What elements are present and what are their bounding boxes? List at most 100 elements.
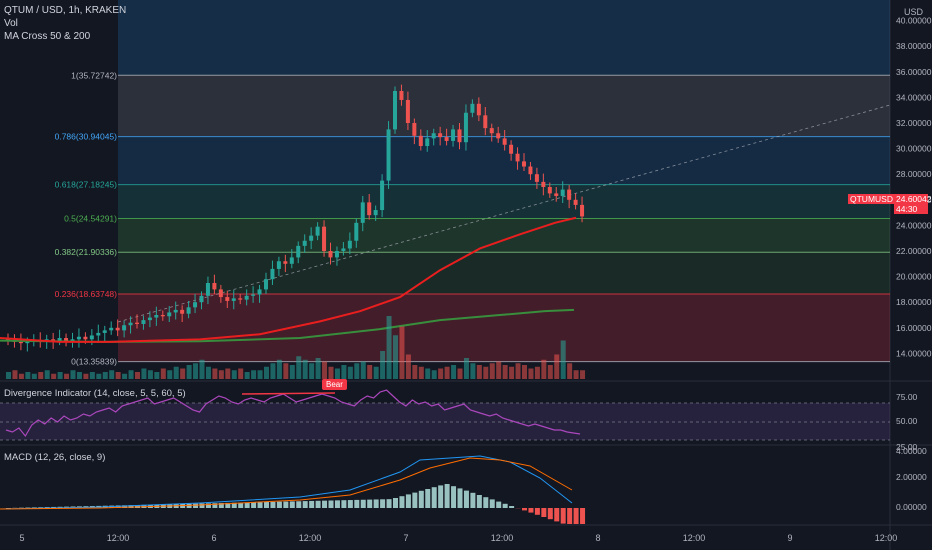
candle xyxy=(96,332,101,336)
last-price-value: 24.60042 xyxy=(896,194,932,204)
candle xyxy=(322,226,327,251)
last-price-tag[interactable]: QTUMUSD 24.60042 44:30 xyxy=(848,194,932,214)
ma50-line xyxy=(0,216,577,343)
volume-bar xyxy=(154,372,160,379)
candle xyxy=(199,295,204,303)
fib-zone xyxy=(118,0,890,76)
candle xyxy=(522,161,526,167)
candle xyxy=(528,166,533,175)
macd-histogram-bar xyxy=(270,501,276,508)
candle xyxy=(270,268,275,280)
macd-histogram-bar xyxy=(425,489,431,508)
bear-divergence-line xyxy=(241,392,336,395)
candle xyxy=(315,226,320,236)
volume-bar xyxy=(457,368,463,379)
volume-bar xyxy=(96,373,102,379)
symbol-title[interactable]: QTUM / USD, 1h, KRAKEN xyxy=(4,5,127,16)
candle xyxy=(51,339,56,341)
macd-histogram-bar xyxy=(334,500,340,508)
macd-histogram-bar xyxy=(399,496,405,508)
candle xyxy=(109,327,114,331)
fib-level-label: 0.382(21.90336) xyxy=(55,247,118,257)
volume-bar xyxy=(44,370,50,379)
time-axis-label: 6 xyxy=(211,533,216,543)
candle xyxy=(386,129,391,181)
candle xyxy=(238,298,243,300)
candle xyxy=(167,312,172,317)
candle xyxy=(83,336,88,340)
candle xyxy=(276,261,281,269)
candle xyxy=(554,193,559,196)
macd-histogram-bar xyxy=(380,499,386,508)
candle xyxy=(141,320,146,324)
candle xyxy=(89,335,94,340)
macd-histogram-bar xyxy=(580,508,586,524)
rsi-tick-label: 75.00 xyxy=(896,392,918,402)
volume-bar xyxy=(193,363,199,379)
price-tick-label: 30.00000 xyxy=(896,144,932,154)
candle xyxy=(438,133,443,138)
macd-tick-label: 0.00000 xyxy=(896,502,927,512)
macd-histogram-bar xyxy=(431,487,437,508)
volume-bar xyxy=(122,373,128,379)
fib-level-label: 1(35.72742) xyxy=(71,70,117,80)
time-axis-label: 12:00 xyxy=(107,533,130,543)
price-tick-label: 22.00000 xyxy=(896,246,932,256)
price-tick-label: 24.00000 xyxy=(896,220,932,230)
volume-bar xyxy=(89,372,95,379)
ma-cross-legend[interactable]: MA Cross 50 & 200 xyxy=(4,31,91,42)
macd-histogram-bar xyxy=(31,507,37,508)
volume-bar xyxy=(509,366,515,379)
macd-histogram-bar xyxy=(199,503,205,508)
price-tick-label: 32.00000 xyxy=(896,118,932,128)
candle xyxy=(405,99,410,123)
macd-histogram-bar xyxy=(225,502,231,508)
macd-histogram-bar xyxy=(322,500,328,508)
volume-bar xyxy=(102,372,108,379)
divergence-legend[interactable]: Divergence Indicator (14, close, 5, 5, 6… xyxy=(4,388,186,399)
volume-bar xyxy=(354,363,360,379)
trendline xyxy=(117,104,891,323)
volume-bar xyxy=(418,366,424,379)
macd-histogram-bar xyxy=(328,500,334,508)
candle xyxy=(457,129,462,143)
candle xyxy=(567,189,572,200)
fib-zone xyxy=(118,75,890,137)
candle xyxy=(360,202,365,223)
volume-bar xyxy=(231,370,237,379)
last-price-symbol: QTUMUSD xyxy=(848,194,895,204)
volume-legend[interactable]: Vol xyxy=(4,18,18,29)
volume-bar xyxy=(534,366,540,379)
macd-legend[interactable]: MACD (12, 26, close, 9) xyxy=(4,452,106,463)
volume-bar xyxy=(270,363,276,379)
candle xyxy=(580,204,585,217)
macd-histogram-bar xyxy=(457,488,463,508)
macd-histogram-bar xyxy=(193,503,199,508)
price-tick-label: 18.00000 xyxy=(896,297,932,307)
macd-histogram-bar xyxy=(309,500,315,508)
candle xyxy=(64,338,69,341)
volume-bar xyxy=(373,366,379,379)
volume-bar xyxy=(567,363,573,379)
macd-histogram-bar xyxy=(534,508,540,515)
candle xyxy=(154,315,159,318)
candle xyxy=(444,137,449,141)
time-axis-label: 8 xyxy=(595,533,600,543)
volume-bar xyxy=(6,372,11,379)
volume-bar xyxy=(31,373,37,379)
candle xyxy=(302,240,307,246)
fib-zone xyxy=(118,184,890,219)
volume-bar xyxy=(470,363,476,379)
volume-bar xyxy=(57,372,63,379)
macd-histogram-bar xyxy=(38,507,44,508)
volume-bar xyxy=(257,370,263,379)
volume-bar xyxy=(70,370,76,379)
price-tick-label: 16.00000 xyxy=(896,323,932,333)
macd-histogram-bar xyxy=(296,501,302,508)
candle xyxy=(367,202,372,216)
macd-histogram-bar xyxy=(489,499,495,508)
volume-bar xyxy=(483,366,489,379)
candle xyxy=(128,322,133,326)
candle xyxy=(70,339,75,341)
